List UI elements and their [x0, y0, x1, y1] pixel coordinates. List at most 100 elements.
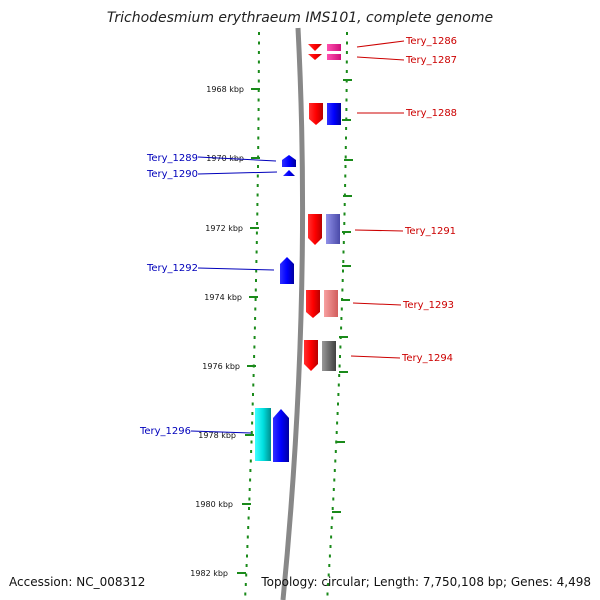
track-dot	[250, 440, 253, 444]
gene-shape-reverse[interactable]	[309, 103, 323, 125]
tick-label: 1982 kbp	[190, 569, 228, 578]
track-dot	[256, 193, 259, 197]
tick-label: 1980 kbp	[195, 500, 233, 509]
track-dot	[248, 497, 251, 501]
gene-label-tery-1286[interactable]: Tery_1286	[405, 36, 457, 47]
track-dot	[334, 459, 337, 463]
track-dot	[345, 127, 348, 130]
track-dot	[245, 573, 248, 577]
gene-label-tery-1293[interactable]: Tery_1293	[402, 300, 454, 311]
track-dot	[330, 535, 333, 539]
gene-label-tery-1291[interactable]: Tery_1291	[404, 226, 456, 237]
track-dot	[344, 165, 347, 168]
track-dot	[255, 231, 258, 235]
track-dot	[250, 431, 253, 434]
track-dot	[253, 326, 256, 330]
track-dot	[342, 241, 345, 244]
track-dot	[257, 117, 260, 121]
track-dot	[249, 478, 252, 482]
gene-shape-reverse[interactable]	[306, 290, 320, 318]
track-dot	[256, 222, 259, 225]
gene-shape-reverse[interactable]	[324, 290, 338, 317]
track-dot	[256, 212, 259, 216]
track-dot	[344, 174, 347, 178]
track-dot	[249, 459, 252, 463]
track-dot	[258, 41, 260, 45]
map-title: Trichodesmium erythraeum IMS101, complet…	[107, 10, 493, 26]
gene-shape-reverse[interactable]	[327, 54, 341, 60]
track-dot	[256, 203, 259, 206]
track-dot	[329, 545, 332, 548]
track-dot	[257, 127, 260, 130]
tick-label: 1968 kbp	[206, 85, 244, 94]
track-dot	[328, 554, 331, 558]
gene-shape-forward[interactable]	[283, 170, 295, 176]
scale-ticks: 1968 kbp 1970 kbp 1972 kbp 1974 kbp 1976…	[190, 85, 260, 578]
track-dot	[255, 279, 257, 282]
track-dot	[257, 70, 260, 73]
track-dot	[345, 60, 348, 64]
track-dot	[253, 336, 256, 339]
gene-label-tery-1290[interactable]: Tery_1290	[146, 169, 198, 180]
track-dot	[255, 250, 258, 254]
track-dot	[345, 136, 347, 140]
gene-label-tery-1296[interactable]: Tery_1296	[139, 426, 191, 437]
gene-shape-reverse[interactable]	[304, 340, 318, 371]
gene-shape-forward[interactable]	[255, 408, 271, 461]
reverse-strand-genes	[304, 44, 341, 371]
gene-shape-reverse[interactable]	[322, 341, 336, 371]
gene-label-tery-1289[interactable]: Tery_1289	[146, 153, 198, 164]
track-dot	[257, 146, 260, 149]
reverse-gene-labels: Tery_1286 Tery_1287 Tery_1288 Tery_1291 …	[350, 36, 457, 364]
track-dot	[335, 431, 338, 434]
gene-label-tery-1292[interactable]: Tery_1292	[146, 263, 198, 274]
gene-shape-forward[interactable]	[282, 155, 296, 167]
track-dot	[339, 345, 342, 349]
track-dot	[342, 260, 345, 263]
track-dot	[257, 165, 259, 168]
gene-shape-reverse[interactable]	[327, 44, 341, 51]
label-leader-line	[354, 229, 404, 232]
track-dot	[327, 583, 330, 586]
gene-shape-reverse[interactable]	[308, 214, 322, 245]
track-dot	[334, 450, 337, 453]
gene-label-tery-1294[interactable]: Tery_1294	[401, 353, 453, 364]
track-dot	[257, 98, 260, 102]
gene-label-tery-1287[interactable]: Tery_1287	[405, 55, 457, 66]
gene-shape-reverse[interactable]	[327, 103, 341, 125]
track-dot	[328, 564, 331, 567]
label-leader-line	[197, 171, 278, 175]
track-dot	[251, 402, 254, 406]
track-dot	[345, 108, 348, 111]
track-dot	[345, 70, 348, 73]
track-dot	[333, 478, 336, 482]
gene-shape-reverse[interactable]	[326, 214, 340, 244]
track-dot	[252, 374, 255, 377]
track-dot	[256, 174, 259, 178]
track-dot	[341, 279, 344, 282]
track-dot	[249, 469, 252, 472]
track-dot	[332, 497, 335, 501]
track-dot	[247, 526, 250, 529]
track-dot	[255, 260, 258, 263]
track-dot	[346, 32, 348, 35]
topology-text: Topology: circular; Length: 7,750,108 bp…	[260, 575, 591, 589]
gene-shape-forward[interactable]	[273, 409, 289, 462]
track-dot	[340, 317, 343, 320]
tick-label: 1972 kbp	[205, 224, 243, 233]
gene-label-tery-1288[interactable]: Tery_1288	[405, 108, 457, 119]
track-dot	[333, 469, 336, 472]
track-dot	[345, 51, 348, 54]
track-dot	[246, 554, 248, 558]
track-dot	[254, 307, 257, 311]
track-dot	[343, 222, 346, 225]
gene-shape-reverse[interactable]	[308, 44, 322, 51]
track-dot	[341, 288, 344, 292]
track-dot	[326, 592, 329, 596]
label-leader-line	[352, 302, 402, 306]
gene-shape-reverse[interactable]	[308, 54, 322, 60]
gene-shape-forward[interactable]	[280, 257, 294, 284]
track-dot	[343, 203, 346, 206]
track-dot	[254, 298, 257, 301]
